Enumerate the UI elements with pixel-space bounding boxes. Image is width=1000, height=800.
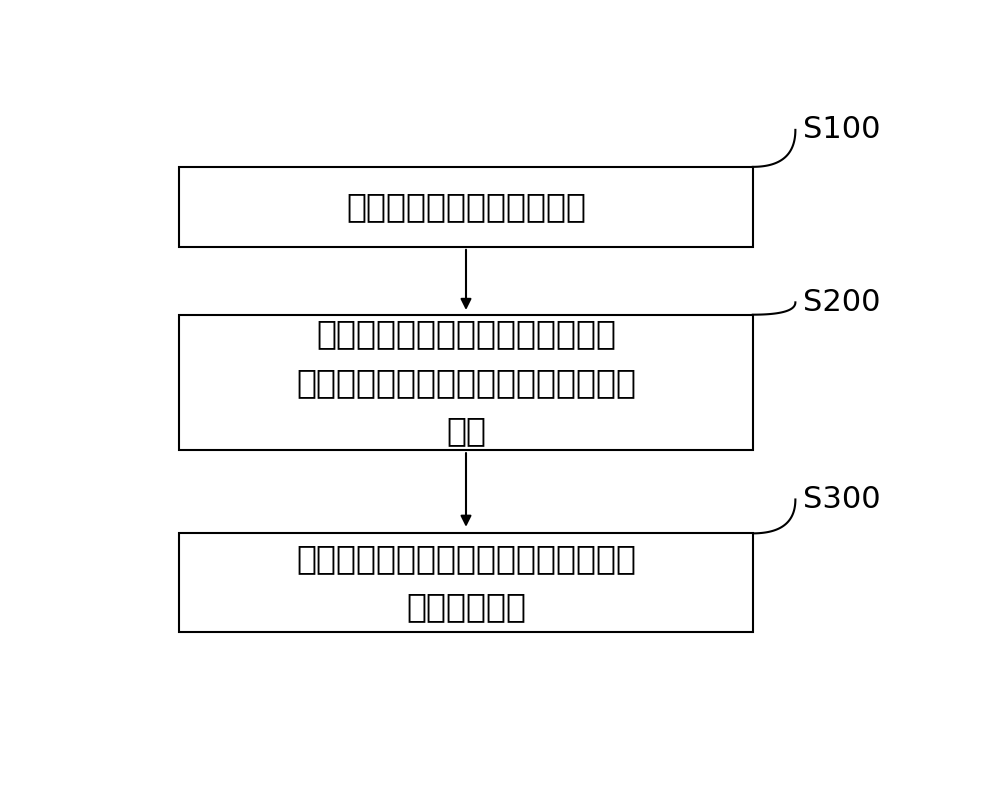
Text: S200: S200 — [803, 288, 881, 317]
FancyBboxPatch shape — [179, 167, 753, 247]
Text: 将活性组分与助剂组分的混合溶液
与沉淀剂混合共沉淀后进行固液分离、
干燥: 将活性组分与助剂组分的混合溶液 与沉淀剂混合共沉淀后进行固液分离、 干燥 — [296, 318, 636, 447]
FancyBboxPatch shape — [179, 314, 753, 450]
Text: 将活性组分与助剂组分混合: 将活性组分与助剂组分混合 — [346, 190, 586, 223]
FancyBboxPatch shape — [179, 534, 753, 632]
Text: S300: S300 — [803, 485, 881, 514]
Text: 将催化剂前驱体与醇混合进行调浆，调
浆后进行焙烧: 将催化剂前驱体与醇混合进行调浆，调 浆后进行焙烧 — [296, 542, 636, 623]
Text: S100: S100 — [803, 115, 881, 144]
